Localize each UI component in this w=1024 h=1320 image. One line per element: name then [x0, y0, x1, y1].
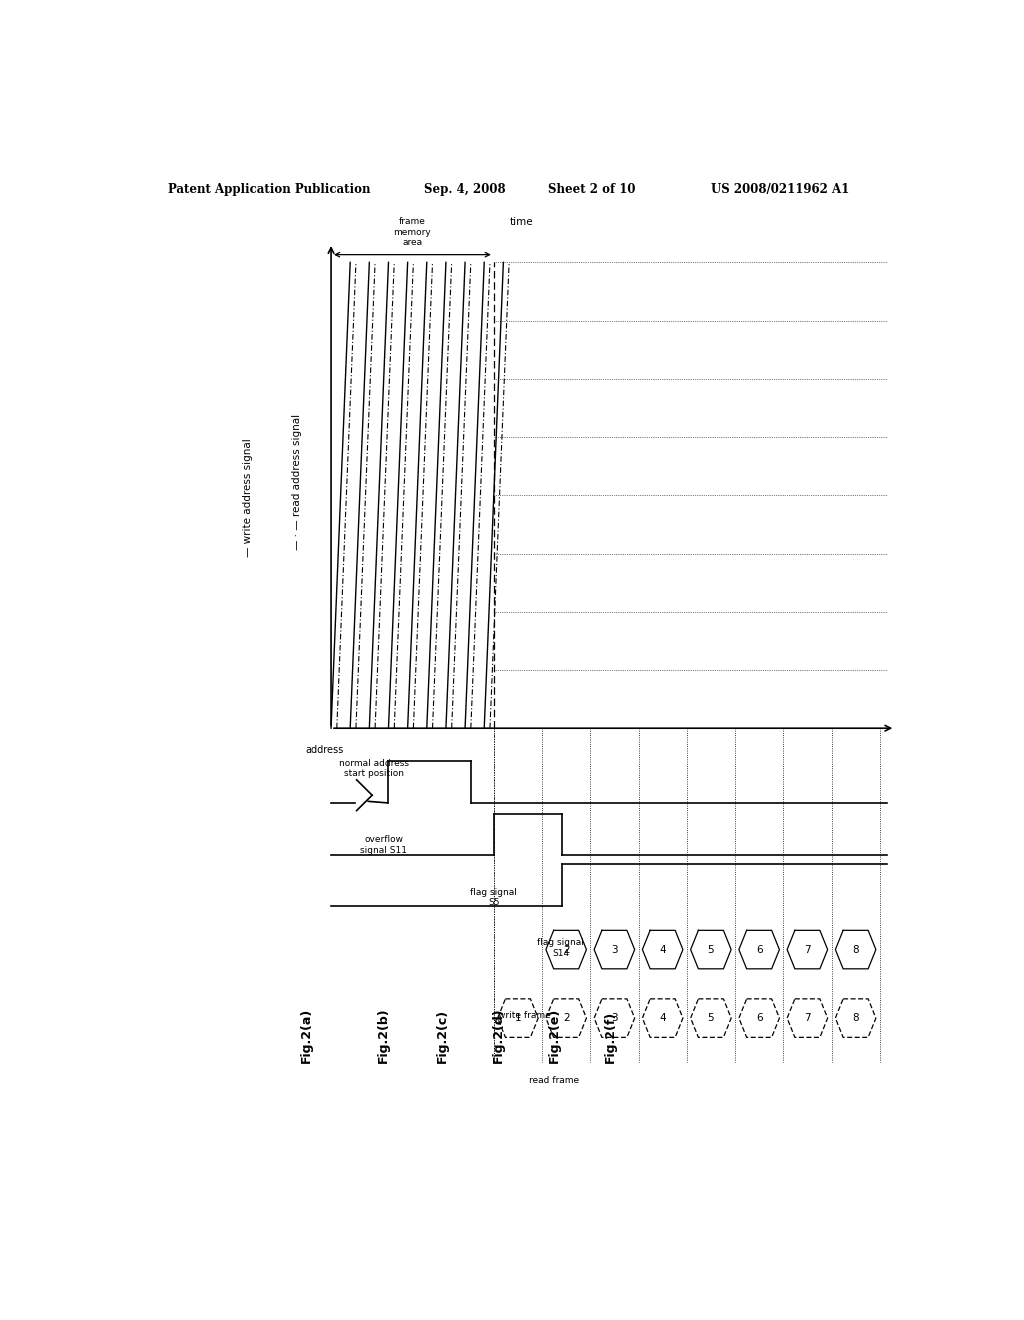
Text: — · — read address signal: — · — read address signal: [292, 413, 302, 550]
Text: frame
memory
area: frame memory area: [393, 218, 431, 247]
Text: 4: 4: [659, 1014, 666, 1023]
Text: 1: 1: [515, 1014, 521, 1023]
Text: — write address signal: — write address signal: [243, 438, 253, 557]
Text: Fig.2(c): Fig.2(c): [435, 1008, 449, 1063]
Text: flag signal
S14: flag signal S14: [537, 939, 584, 958]
Text: time: time: [509, 218, 532, 227]
Text: Sep. 4, 2008: Sep. 4, 2008: [424, 183, 506, 197]
Text: read frame: read frame: [528, 1076, 579, 1085]
Text: 7: 7: [804, 945, 811, 954]
Text: write frame: write frame: [498, 1011, 551, 1020]
Text: address: address: [306, 744, 344, 755]
Text: Fig.2(d): Fig.2(d): [492, 1007, 505, 1063]
Text: Sheet 2 of 10: Sheet 2 of 10: [548, 183, 636, 197]
Text: Fig.2(e): Fig.2(e): [548, 1008, 561, 1063]
Text: 6: 6: [756, 945, 763, 954]
Text: 3: 3: [611, 945, 617, 954]
Text: 6: 6: [756, 1014, 763, 1023]
Text: 8: 8: [852, 1014, 859, 1023]
Text: Patent Application Publication: Patent Application Publication: [168, 183, 371, 197]
Text: 5: 5: [708, 945, 714, 954]
Text: 2: 2: [563, 1014, 569, 1023]
Text: 7: 7: [804, 1014, 811, 1023]
Text: flag signal
S5: flag signal S5: [470, 887, 517, 907]
Text: 3: 3: [611, 1014, 617, 1023]
Text: Fig.2(b): Fig.2(b): [377, 1007, 390, 1063]
Text: 8: 8: [852, 945, 859, 954]
Text: overflow
signal S11: overflow signal S11: [360, 836, 408, 854]
Text: US 2008/0211962 A1: US 2008/0211962 A1: [711, 183, 849, 197]
Text: normal address
start position: normal address start position: [339, 759, 409, 779]
Text: 2: 2: [563, 945, 569, 954]
Text: Fig.2(f): Fig.2(f): [603, 1011, 616, 1063]
Text: 4: 4: [659, 945, 666, 954]
Text: 5: 5: [708, 1014, 714, 1023]
Text: Fig.2(a): Fig.2(a): [300, 1008, 312, 1063]
